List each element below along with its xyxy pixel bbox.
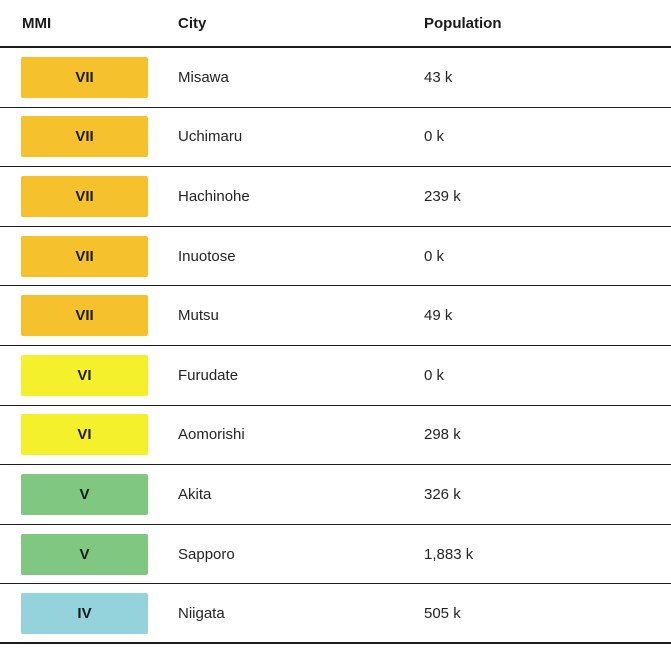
table-header-row: MMI City Population <box>0 0 671 48</box>
population-value: 1,883 k <box>424 545 474 563</box>
city-name: Aomorishi <box>178 426 245 444</box>
table-row: V Sapporo 1,883 k <box>0 525 671 585</box>
city-name: Uchimaru <box>178 128 243 146</box>
mmi-cell: VII <box>0 56 178 98</box>
population-value: 0 k <box>424 366 445 384</box>
population-value: 239 k <box>424 187 461 205</box>
column-header-city: City <box>178 14 207 32</box>
mmi-cell: V <box>0 533 178 575</box>
city-name: Furudate <box>178 366 239 384</box>
mmi-badge: VII <box>21 295 148 337</box>
column-header-population: Population <box>424 14 502 32</box>
city-name: Sapporo <box>178 545 235 563</box>
mmi-cell: IV <box>0 592 178 634</box>
city-name: Niigata <box>178 604 225 622</box>
mmi-cell: VII <box>0 175 178 217</box>
population-value: 326 k <box>424 485 461 503</box>
mmi-badge: VII <box>21 56 148 98</box>
population-value: 0 k <box>424 247 445 265</box>
mmi-badge: VII <box>21 235 148 277</box>
mmi-badge: VI <box>21 354 148 396</box>
table-row: VI Aomorishi 298 k <box>0 406 671 466</box>
table-row: VII Hachinohe 239 k <box>0 167 671 227</box>
population-value: 49 k <box>424 307 453 325</box>
mmi-cell: VI <box>0 414 178 456</box>
population-value: 505 k <box>424 604 461 622</box>
table-row: VII Uchimaru 0 k <box>0 108 671 168</box>
population-value: 0 k <box>424 128 445 146</box>
mmi-badge: VII <box>21 116 148 158</box>
city-name: Inuotose <box>178 247 236 265</box>
mmi-cell: VII <box>0 116 178 158</box>
mmi-badge: V <box>21 533 148 575</box>
mmi-city-table: MMI City Population VII Misawa 43 k VII … <box>0 0 671 644</box>
mmi-badge: VII <box>21 175 148 217</box>
mmi-cell: V <box>0 473 178 515</box>
mmi-cell: VII <box>0 235 178 277</box>
table-row: VII Inuotose 0 k <box>0 227 671 287</box>
mmi-cell: VI <box>0 354 178 396</box>
mmi-badge: V <box>21 473 148 515</box>
mmi-cell: VII <box>0 295 178 337</box>
column-header-mmi: MMI <box>22 14 52 32</box>
table-row: VII Mutsu 49 k <box>0 286 671 346</box>
table-row: V Akita 326 k <box>0 465 671 525</box>
table-row: VII Misawa 43 k <box>0 48 671 108</box>
city-name: Mutsu <box>178 307 219 325</box>
table-row: VI Furudate 0 k <box>0 346 671 406</box>
mmi-badge: VI <box>21 414 148 456</box>
mmi-badge: IV <box>21 592 148 634</box>
population-value: 298 k <box>424 426 461 444</box>
population-value: 43 k <box>424 68 453 86</box>
city-name: Akita <box>178 485 212 503</box>
city-name: Hachinohe <box>178 187 250 205</box>
city-name: Misawa <box>178 68 229 86</box>
table-row: IV Niigata 505 k <box>0 584 671 644</box>
table-body: VII Misawa 43 k VII Uchimaru 0 k VII Hac… <box>0 48 671 644</box>
